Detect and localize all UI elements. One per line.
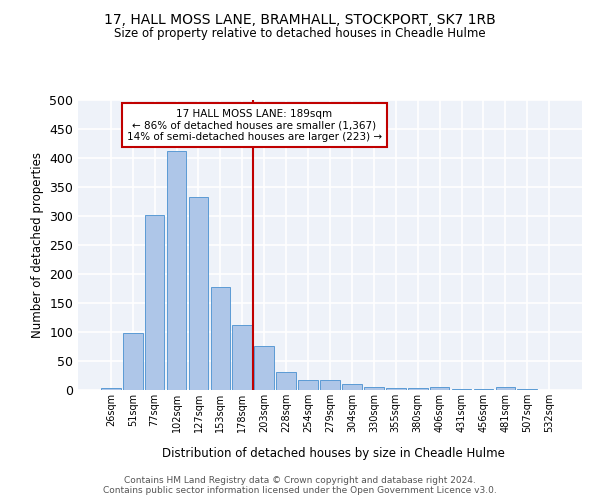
Text: Distribution of detached houses by size in Cheadle Hulme: Distribution of detached houses by size … [161, 448, 505, 460]
Bar [101, 388, 121, 390]
Bar [298, 380, 318, 390]
Text: Contains HM Land Registry data © Crown copyright and database right 2024.
Contai: Contains HM Land Registry data © Crown c… [103, 476, 497, 495]
Bar [188, 197, 208, 390]
Bar [145, 215, 164, 390]
Y-axis label: Number of detached properties: Number of detached properties [31, 152, 44, 338]
Bar [473, 389, 493, 390]
Bar [167, 151, 187, 390]
Bar [276, 372, 296, 390]
Bar [496, 387, 515, 390]
Bar [254, 346, 274, 390]
Text: 17, HALL MOSS LANE, BRAMHALL, STOCKPORT, SK7 1RB: 17, HALL MOSS LANE, BRAMHALL, STOCKPORT,… [104, 12, 496, 26]
Bar [386, 388, 406, 390]
Bar [123, 332, 143, 390]
Bar [320, 380, 340, 390]
Bar [364, 387, 384, 390]
Text: 17 HALL MOSS LANE: 189sqm
← 86% of detached houses are smaller (1,367)
14% of se: 17 HALL MOSS LANE: 189sqm ← 86% of detac… [127, 108, 382, 142]
Text: Size of property relative to detached houses in Cheadle Hulme: Size of property relative to detached ho… [114, 28, 486, 40]
Bar [232, 325, 252, 390]
Bar [430, 387, 449, 390]
Bar [408, 388, 428, 390]
Bar [211, 287, 230, 390]
Bar [342, 384, 362, 390]
